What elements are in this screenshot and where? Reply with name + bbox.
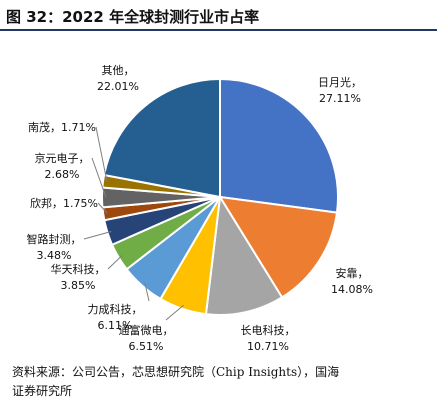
slice-labels: 日月光， 27.11% 安靠， 14.08% 长电科技， 10.71% 通富微电， 6.51%… <box>27 64 373 353</box>
pie-slice <box>102 77 221 199</box>
slice-name-label: 华天科技， <box>51 262 106 276</box>
slice-name-label: 通富微电， <box>119 323 174 337</box>
slice-label: 欣邦，1.75% <box>30 196 98 210</box>
pie-slice <box>219 77 339 214</box>
source-note-line-1: 资料来源：公司公告，芯思想研究院（Chip Insights），国海 <box>12 365 340 379</box>
leader-lines <box>83 126 185 321</box>
leader-line <box>144 282 150 302</box>
leader-line <box>107 255 123 270</box>
slice-name-label: 安靠， <box>336 266 369 280</box>
slice-value-label: 27.11% <box>319 92 361 105</box>
slice-name-label: 京元电子， <box>35 151 90 165</box>
slice-name-label: 长电科技， <box>241 323 296 337</box>
slice-name-label: 智路封测， <box>27 232 82 246</box>
slice-label: 南茂，1.71% <box>28 120 96 134</box>
figure-title-bar: 图 32：2022 年全球封测行业市占率 <box>0 0 437 31</box>
figure-title: 图 32：2022 年全球封测行业市占率 <box>6 8 260 26</box>
pie-chart: 日月光， 27.11% 安靠， 14.08% 长电科技， 10.71% 通富微电， 6.51%… <box>27 64 373 353</box>
leader-line <box>97 202 108 214</box>
pie-slice <box>218 195 339 299</box>
slice-value-label: 2.68% <box>45 168 80 181</box>
pie-slice <box>204 194 284 316</box>
slice-name-label: 力成科技， <box>88 302 143 316</box>
leader-line <box>165 304 185 321</box>
slice-value-label: 10.71% <box>247 340 289 353</box>
leader-line <box>95 126 108 182</box>
slice-name-label: 日月光， <box>318 75 362 89</box>
leader-line <box>91 157 107 198</box>
slice-value-label: 22.01% <box>97 80 139 93</box>
slice-name-label: 其他， <box>102 64 135 77</box>
source-note-line-2: 证券研究所 <box>12 384 73 398</box>
slice-value-label: 6.51% <box>129 340 164 353</box>
slice-value-label: 14.08% <box>331 283 373 296</box>
pie-slices <box>101 77 339 316</box>
slice-value-label: 6.11% <box>98 319 133 332</box>
leader-line <box>83 231 112 240</box>
slice-value-label: 3.48% <box>37 249 72 262</box>
slice-value-label: 3.85% <box>61 279 96 292</box>
